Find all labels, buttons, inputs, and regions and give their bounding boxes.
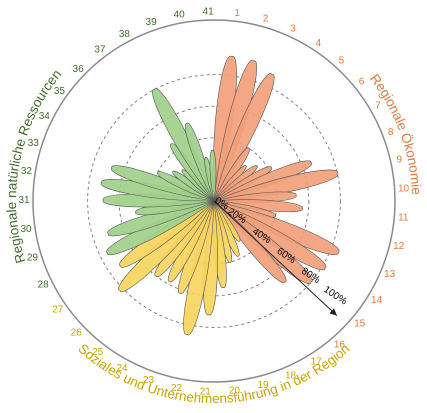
indicator-label-8: 8 <box>388 127 394 138</box>
indicator-label-21: 21 <box>200 386 212 397</box>
indicator-label-40: 40 <box>174 10 186 21</box>
indicator-label-39: 39 <box>146 17 158 28</box>
petal-16 <box>213 200 287 284</box>
indicator-label-4: 4 <box>316 38 322 49</box>
radial-axis-arrow <box>329 308 337 316</box>
indicator-label-38: 38 <box>119 29 131 40</box>
indicator-label-25: 25 <box>92 347 104 358</box>
indicator-label-30: 30 <box>20 224 32 235</box>
indicator-label-17: 17 <box>311 357 323 368</box>
indicator-label-23: 23 <box>143 375 155 386</box>
indicator-label-3: 3 <box>290 24 296 35</box>
indicator-numbers: 1234567891011121314151617181920212223242… <box>18 7 409 398</box>
indicator-label-34: 34 <box>39 111 51 122</box>
indicator-label-36: 36 <box>73 64 85 75</box>
indicator-label-12: 12 <box>393 241 405 252</box>
indicator-label-27: 27 <box>52 305 64 316</box>
indicator-label-31: 31 <box>18 195 30 206</box>
radial-tick-100: 100% <box>321 284 349 307</box>
indicator-label-29: 29 <box>27 253 39 264</box>
indicator-label-2: 2 <box>263 14 269 25</box>
group-label-oekonomie: Regionale Ökonomie <box>367 71 424 195</box>
indicator-label-11: 11 <box>398 212 409 223</box>
indicator-label-37: 37 <box>94 45 106 56</box>
indicator-label-9: 9 <box>397 155 403 166</box>
indicator-label-22: 22 <box>171 383 183 394</box>
indicator-label-33: 33 <box>28 138 40 149</box>
indicator-label-18: 18 <box>285 370 297 381</box>
indicator-label-16: 16 <box>334 339 346 350</box>
indicator-label-41: 41 <box>203 7 215 18</box>
indicator-label-35: 35 <box>54 86 66 97</box>
indicator-label-28: 28 <box>38 280 50 291</box>
indicator-label-13: 13 <box>384 269 396 280</box>
petal-3 <box>213 73 275 202</box>
indicator-label-7: 7 <box>375 101 381 112</box>
indicator-label-19: 19 <box>257 380 269 391</box>
petal-41 <box>209 150 217 202</box>
indicator-label-20: 20 <box>229 385 241 396</box>
indicator-label-1: 1 <box>234 8 240 19</box>
indicator-label-5: 5 <box>339 56 345 67</box>
indicator-label-14: 14 <box>371 295 383 306</box>
indicator-label-24: 24 <box>116 363 128 374</box>
radial-axis-line <box>213 200 338 316</box>
outer-ring <box>32 19 396 383</box>
indicator-label-6: 6 <box>359 77 365 88</box>
indicator-label-26: 26 <box>71 327 83 338</box>
indicator-label-10: 10 <box>398 183 410 194</box>
indicator-label-15: 15 <box>354 318 366 329</box>
indicator-label-32: 32 <box>21 166 33 177</box>
group-label-soziales: Soziales und Unternehmensführung in der … <box>75 341 352 406</box>
grid-circle-60 <box>118 105 310 297</box>
petals <box>100 55 340 336</box>
grid-circle-80 <box>87 74 341 328</box>
